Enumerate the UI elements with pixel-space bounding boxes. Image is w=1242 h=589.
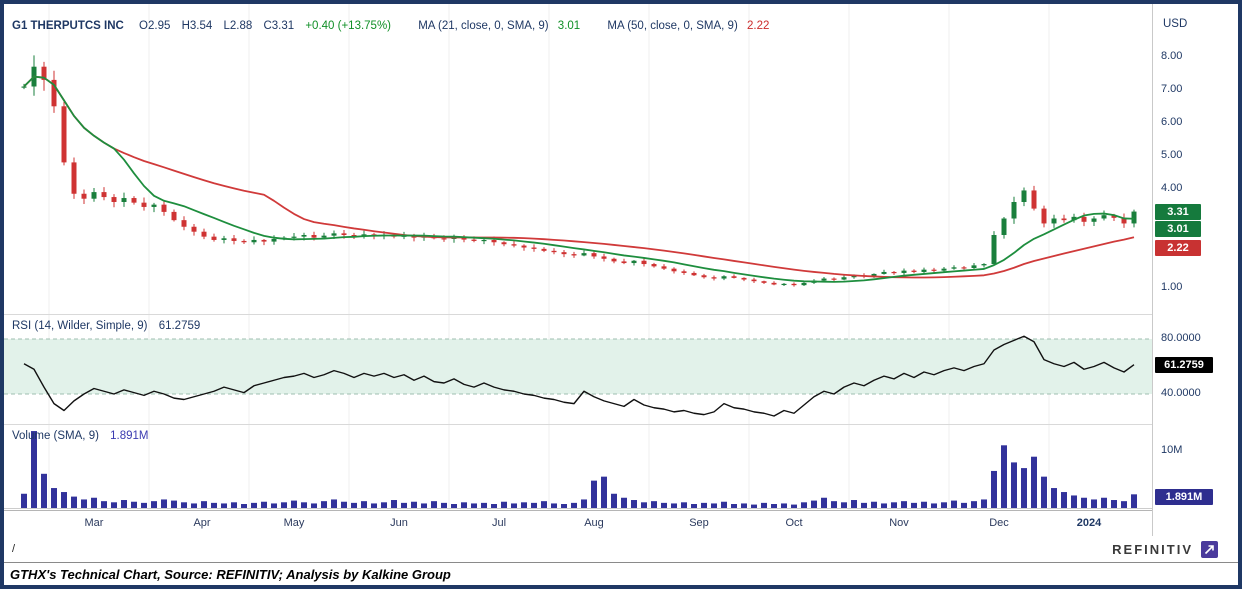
volume-sma-value: 1.891M: [110, 430, 149, 442]
time-tick-Oct: Oct: [785, 517, 803, 529]
ma50-value-badge: 2.22: [1155, 239, 1201, 256]
rsi-value: 61.2759: [158, 320, 201, 332]
refinitiv-logo-icon: [1201, 540, 1218, 558]
time-tick-Nov: Nov: [889, 517, 909, 529]
low-value: L2.88: [223, 20, 253, 32]
price-tick-8.00: 8.00: [1161, 49, 1183, 62]
price-panel[interactable]: G1 THERPUTCS INC O2.95 H3.54 L2.88 C3.31…: [4, 4, 1152, 314]
chart-footer: / REFINITIV: [4, 536, 1238, 562]
rsi-label: RSI (14, Wilder, Simple, 9): [12, 320, 148, 332]
change-value: +0.40 (+13.75%): [305, 20, 391, 32]
instrument-name: G1 THERPUTCS INC: [12, 20, 124, 32]
ma-slow-label: MA (50, close, 0, SMA, 9): [607, 20, 738, 32]
time-tick-Sep: Sep: [689, 517, 709, 529]
caption-row: GTHX's Technical Chart, Source: REFINITI…: [4, 562, 1238, 585]
caption-text: GTHX's Technical Chart, Source: REFINITI…: [10, 566, 451, 582]
rsi-value-badge: 61.2759: [1155, 356, 1213, 373]
volume-tick-10M: 10M: [1161, 444, 1183, 456]
ma-fast-label: MA (21, close, 0, SMA, 9): [418, 20, 549, 32]
rsi-legend: RSI (14, Wilder, Simple, 9) 61.2759: [12, 320, 200, 332]
currency-label: USD: [1163, 18, 1188, 30]
panel-divider: [4, 314, 1238, 315]
time-tick-Mar: Mar: [84, 517, 104, 529]
time-axis-line: [4, 510, 1238, 511]
time-axis: Mar Apr May Jun Jul Aug Sep Oct Nov Dec 2024: [4, 511, 1152, 536]
price-legend: G1 THERPUTCS INC O2.95 H3.54 L2.88 C3.31…: [12, 20, 769, 32]
refinitiv-brand: REFINITIV: [1112, 540, 1218, 558]
ma21-value-badge: 3.01: [1155, 220, 1201, 237]
volume-legend: Volume (SMA, 9) 1.891M: [12, 430, 148, 442]
panel-divider: [4, 424, 1238, 425]
close-value: C3.31: [263, 20, 295, 32]
price-chart-canvas[interactable]: [4, 4, 1152, 314]
time-tick-May: May: [283, 517, 305, 529]
price-tick-5.00: 5.00: [1161, 148, 1183, 161]
footer-slash: /: [12, 543, 16, 555]
volume-chart-canvas[interactable]: [4, 424, 1152, 510]
time-tick-Apr: Apr: [193, 517, 211, 529]
price-tick-1.00: 1.00: [1161, 280, 1183, 293]
price-tick-7.00: 7.00: [1161, 82, 1183, 95]
time-tick-2024: 2024: [1076, 517, 1102, 529]
time-tick-Dec: Dec: [989, 517, 1009, 529]
volume-value-badge: 1.891M: [1155, 489, 1213, 506]
volume-panel[interactable]: Volume (SMA, 9) 1.891M: [4, 424, 1152, 510]
rsi-tick-80: 80.0000: [1161, 332, 1201, 344]
time-tick-Jun: Jun: [390, 517, 408, 529]
price-tick-6.00: 6.00: [1161, 115, 1183, 128]
ma-fast-value: 3.01: [557, 20, 581, 32]
rsi-chart-canvas[interactable]: [4, 314, 1152, 424]
volume-label: Volume (SMA, 9): [12, 430, 99, 442]
rsi-tick-40: 40.0000: [1161, 387, 1201, 399]
time-tick-Aug: Aug: [584, 517, 604, 529]
time-tick-Jul: Jul: [491, 517, 507, 529]
open-value: O2.95: [139, 20, 171, 32]
ma-slow-value: 2.22: [746, 20, 770, 32]
last-price-badge: 3.31: [1155, 203, 1201, 220]
value-axis: USD 8.00 7.00 6.00 5.00 4.00 1.00 3.31 3.01 2.22…: [1152, 4, 1238, 536]
price-tick-4.00: 4.00: [1161, 181, 1183, 194]
high-value: H3.54: [181, 20, 213, 32]
rsi-panel[interactable]: RSI (14, Wilder, Simple, 9) 61.2759: [4, 314, 1152, 424]
refinitiv-wordmark: REFINITIV: [1112, 541, 1193, 557]
